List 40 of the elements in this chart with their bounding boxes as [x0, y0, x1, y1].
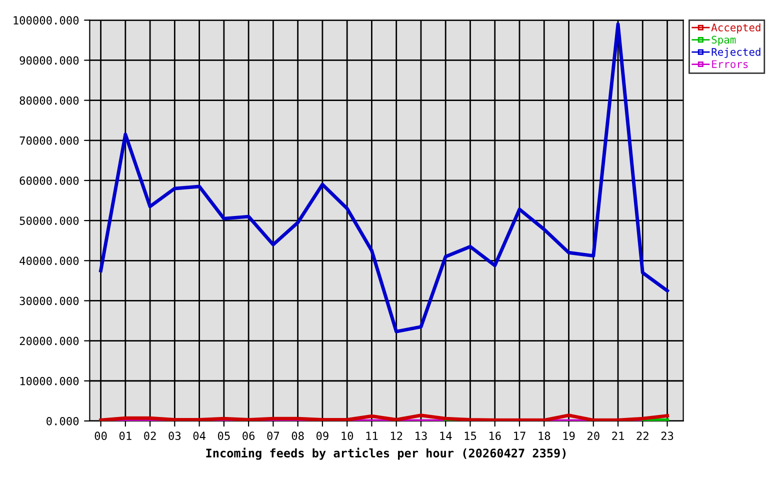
x-tick-label: 04	[193, 432, 206, 440]
x-tick-label: 18	[538, 432, 550, 440]
x-tick-label: 10	[342, 432, 354, 440]
y-tick-label: 100000.000	[14, 16, 79, 25]
y-tick-label: 70000.000	[20, 136, 79, 145]
x-tick-label: 19	[563, 432, 575, 440]
x-tick-label: 05	[218, 432, 230, 440]
y-tick-label: 50000.000	[20, 216, 79, 225]
x-tick-label: 21	[612, 432, 624, 440]
x-tick-label: 06	[242, 432, 255, 440]
x-tick-label: 20	[588, 432, 600, 440]
x-tick-label: 08	[292, 432, 304, 440]
y-tick-label: 30000.000	[20, 296, 79, 306]
x-tick-label: 17	[514, 432, 526, 440]
y-tick-label: 90000.000	[20, 56, 79, 65]
x-tick-label: 09	[316, 432, 328, 440]
x-tick-label: 07	[267, 432, 280, 440]
y-tick-label: 20000.000	[20, 336, 79, 346]
x-tick-label: 16	[490, 432, 501, 440]
legend-label: Spam	[712, 36, 736, 46]
x-tick-label: 15	[464, 432, 476, 440]
y-tick-label: 80000.000	[20, 96, 79, 105]
x-tick-label: 02	[144, 432, 156, 440]
y-tick-label: 40000.000	[20, 256, 79, 266]
y-tick-label: 10000.000	[20, 376, 79, 386]
x-tick-label: 13	[416, 432, 427, 440]
y-tick-label: 60000.000	[20, 176, 79, 185]
legend-label: Rejected	[712, 48, 760, 58]
x-tick-label: 12	[390, 432, 402, 440]
legend-label: Accepted	[711, 23, 760, 34]
x-tick-label: 14	[440, 432, 452, 440]
legend-label: Errors	[712, 60, 748, 68]
x-tick-label: 00	[94, 432, 107, 440]
x-tick-label: 23	[661, 432, 674, 440]
y-tick-label: 0.000	[46, 416, 79, 426]
x-axis-title: Incoming feeds by articles per hour (20260427 2359)	[206, 448, 566, 460]
x-tick-label: 03	[168, 432, 181, 440]
x-tick-label: 22	[636, 432, 648, 440]
x-tick-label: 01	[119, 432, 132, 440]
x-tick-label: 11	[366, 432, 378, 440]
